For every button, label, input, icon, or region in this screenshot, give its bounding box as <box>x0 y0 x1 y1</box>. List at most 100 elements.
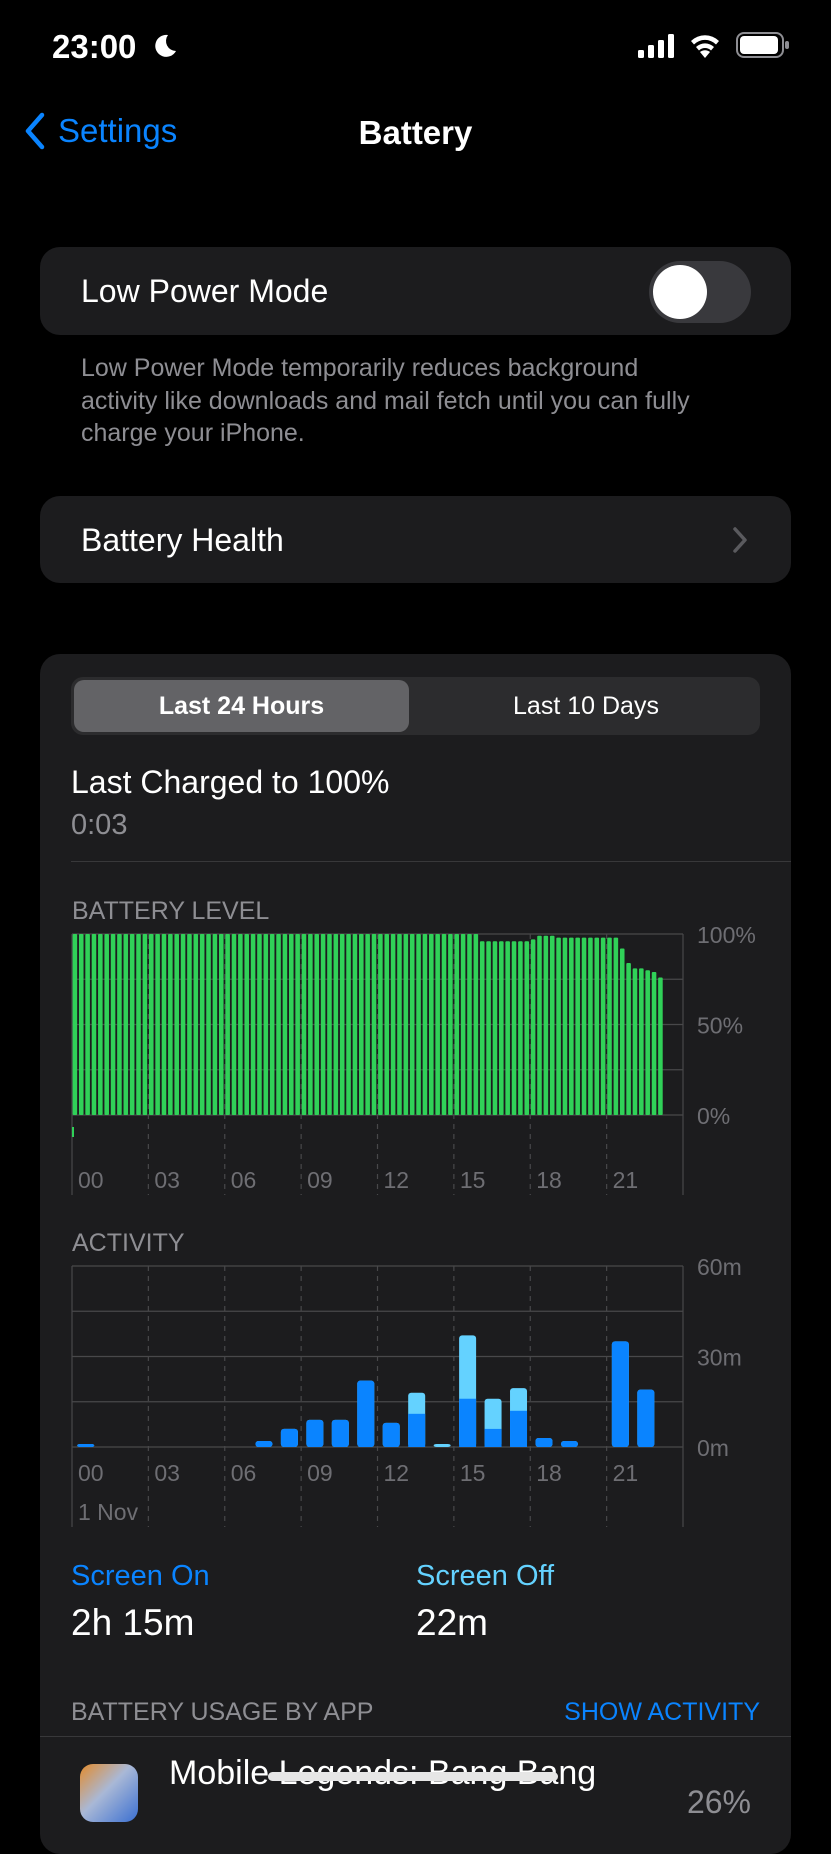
battery-bar <box>199 934 205 1115</box>
battery-bar <box>600 937 606 1115</box>
screen-off-value: 22m <box>416 1602 488 1643</box>
x-tick-label: 06 <box>231 1460 257 1486</box>
battery-level-title: BATTERY LEVEL <box>72 897 270 925</box>
battery-bar <box>397 934 402 1115</box>
battery-bar <box>263 934 269 1115</box>
back-label: Settings <box>58 112 178 149</box>
battery-bar <box>269 934 275 1115</box>
back-button[interactable]: Settings <box>24 112 177 150</box>
period-segmented-control: Last 24 Hours Last 10 Days <box>71 677 760 735</box>
battery-bar <box>212 934 218 1115</box>
divider <box>71 861 791 862</box>
battery-bar <box>250 934 256 1115</box>
battery-bar <box>651 972 657 1115</box>
battery-bar <box>569 937 574 1115</box>
y-tick-label: 60m <box>697 1255 742 1280</box>
battery-bar <box>78 934 84 1115</box>
battery-bar <box>180 934 186 1115</box>
battery-bar <box>378 934 383 1115</box>
low-power-toggle[interactable] <box>649 261 751 323</box>
battery-bar <box>632 968 638 1115</box>
battery-bar <box>409 934 415 1115</box>
battery-bar <box>581 937 587 1115</box>
battery-bar <box>530 939 536 1115</box>
activity-bar-screen-on <box>255 1440 273 1447</box>
y-tick-label: 50% <box>697 1013 743 1039</box>
battery-bar <box>225 934 230 1115</box>
battery-bar <box>454 934 460 1115</box>
battery-bar <box>295 934 300 1115</box>
activity-chart: 00 03 06 09 12 15 18 21 60m 30m 0m 1 Nov <box>71 1255 742 1527</box>
y-tick-label: 0% <box>697 1103 730 1129</box>
activity-bar-screen-on <box>637 1389 655 1447</box>
x-date-label: 1 Nov <box>78 1499 139 1525</box>
chevron-right-icon <box>733 527 747 553</box>
battery-bar <box>129 934 135 1115</box>
battery-bar <box>562 937 568 1115</box>
app-row[interactable]: Mobile Legends: Bang Bang 26% <box>40 1750 791 1822</box>
toggle-knob <box>653 265 707 319</box>
battery-level-chart: 00 03 06 09 12 15 18 21 100% 50% 0% <box>71 922 756 1195</box>
battery-bar <box>365 934 370 1115</box>
battery-bar <box>168 934 173 1115</box>
battery-bar <box>613 937 619 1115</box>
x-tick-label: 00 <box>78 1167 104 1193</box>
screen-on-label: Screen On <box>71 1560 210 1592</box>
last-charged-time: 0:03 <box>71 809 128 841</box>
x-tick-label: 12 <box>384 1460 410 1486</box>
battery-bar <box>619 948 625 1115</box>
battery-bar <box>371 934 377 1115</box>
wifi-icon <box>691 35 719 58</box>
battery-bar <box>575 937 580 1115</box>
low-power-mode-row: Low Power Mode <box>40 247 791 335</box>
battery-bar <box>543 935 549 1115</box>
y-tick-label: 30m <box>697 1345 742 1371</box>
battery-bar <box>308 934 313 1115</box>
x-tick-label: 18 <box>536 1460 562 1486</box>
last-charged-title: Last Charged to 100% <box>71 764 390 800</box>
battery-bar <box>460 934 466 1115</box>
battery-health-row[interactable]: Battery Health <box>40 496 791 583</box>
screen-off-label: Screen Off <box>416 1560 555 1592</box>
battery-bar <box>658 977 663 1115</box>
activity-bar-screen-off <box>433 1443 451 1447</box>
show-activity-button[interactable]: SHOW ACTIVITY <box>564 1698 760 1726</box>
battery-bar <box>499 941 504 1115</box>
redaction-bar <box>268 1772 558 1781</box>
cellular-signal-icon <box>638 34 674 58</box>
battery-bar <box>403 934 409 1115</box>
battery-bar <box>244 934 250 1115</box>
battery-bar <box>435 934 440 1115</box>
activity-bar-screen-on <box>484 1428 502 1447</box>
battery-bar <box>556 937 561 1115</box>
battery-bar <box>314 934 320 1115</box>
battery-health-label: Battery Health <box>81 522 284 558</box>
battery-bar <box>333 934 339 1115</box>
low-power-label: Low Power Mode <box>81 273 329 309</box>
battery-bar <box>422 934 428 1115</box>
battery-bar <box>282 934 288 1115</box>
activity-bar-screen-on <box>382 1422 400 1447</box>
battery-bar <box>441 934 447 1115</box>
x-tick-label: 18 <box>536 1167 562 1193</box>
activity-bar-screen-on <box>535 1437 553 1447</box>
charging-marker <box>72 1127 74 1137</box>
y-tick-label: 100% <box>697 922 756 948</box>
activity-bar-screen-on <box>510 1410 528 1447</box>
tab-last-10-days[interactable]: Last 10 Days <box>513 691 659 720</box>
tab-last-24-hours[interactable]: Last 24 Hours <box>74 680 409 732</box>
battery-bar <box>339 934 345 1115</box>
battery-bar <box>518 941 523 1115</box>
divider <box>40 1736 791 1737</box>
low-power-footnote: Low Power Mode temporarily reduces backg… <box>81 354 690 447</box>
battery-bar <box>448 934 453 1115</box>
battery-bar <box>276 934 281 1115</box>
battery-bar <box>645 970 650 1115</box>
battery-bar <box>142 934 148 1115</box>
battery-bar <box>524 941 530 1115</box>
page-title: Battery <box>358 114 473 151</box>
battery-bar <box>473 934 479 1115</box>
battery-bar <box>346 934 351 1115</box>
battery-icon <box>736 32 789 58</box>
battery-bar <box>148 934 154 1115</box>
